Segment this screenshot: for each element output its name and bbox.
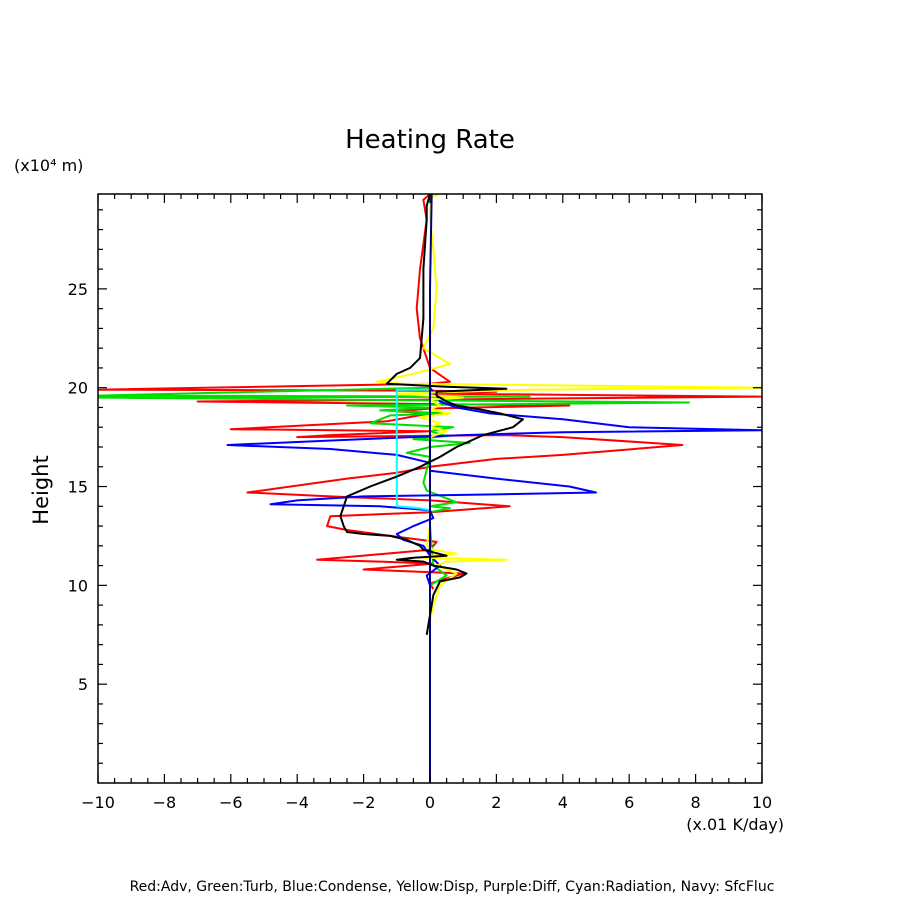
x-tick-label: −2 bbox=[352, 793, 376, 812]
y-tick-label: 20 bbox=[68, 379, 88, 398]
x-tick-label: −4 bbox=[285, 793, 309, 812]
x-tick-label: 0 bbox=[425, 793, 435, 812]
series-line-turb bbox=[98, 386, 690, 587]
series-line-sfcfluc bbox=[429, 194, 433, 783]
chart-title: Heating Rate bbox=[345, 125, 515, 155]
y-tick-label: 25 bbox=[68, 280, 88, 299]
x-tick-label: 8 bbox=[691, 793, 701, 812]
series-line-radiation bbox=[395, 388, 431, 512]
series-line-total bbox=[339, 194, 524, 635]
y-tick-label: 10 bbox=[68, 576, 88, 595]
x-axis-label: (x.01 K/day) bbox=[686, 815, 784, 834]
x-tick-label: 2 bbox=[491, 793, 501, 812]
y-axis-label: Height bbox=[29, 455, 53, 524]
x-tick-label: −6 bbox=[219, 793, 243, 812]
y-tick-label: 5 bbox=[78, 675, 88, 694]
y-axis-unit: (x10⁴ m) bbox=[14, 156, 83, 175]
legend-footer: Red:Adv, Green:Turb, Blue:Condense, Yell… bbox=[130, 879, 775, 895]
x-tick-label: −8 bbox=[153, 793, 177, 812]
series-line-adv bbox=[98, 194, 762, 590]
series-line-disp bbox=[375, 194, 762, 629]
ticks-layer: −10 −8 −6 −4 −2 0 2 4 6 8 10 5 10 15 20 25 bbox=[68, 194, 772, 812]
y-tick-label: 15 bbox=[68, 478, 88, 497]
series-line-condense bbox=[226, 387, 762, 586]
x-tick-label: −10 bbox=[81, 793, 115, 812]
series-layer bbox=[98, 194, 762, 783]
x-tick-label: 4 bbox=[558, 793, 568, 812]
x-tick-label: 6 bbox=[624, 793, 634, 812]
x-tick-label: 10 bbox=[752, 793, 772, 812]
